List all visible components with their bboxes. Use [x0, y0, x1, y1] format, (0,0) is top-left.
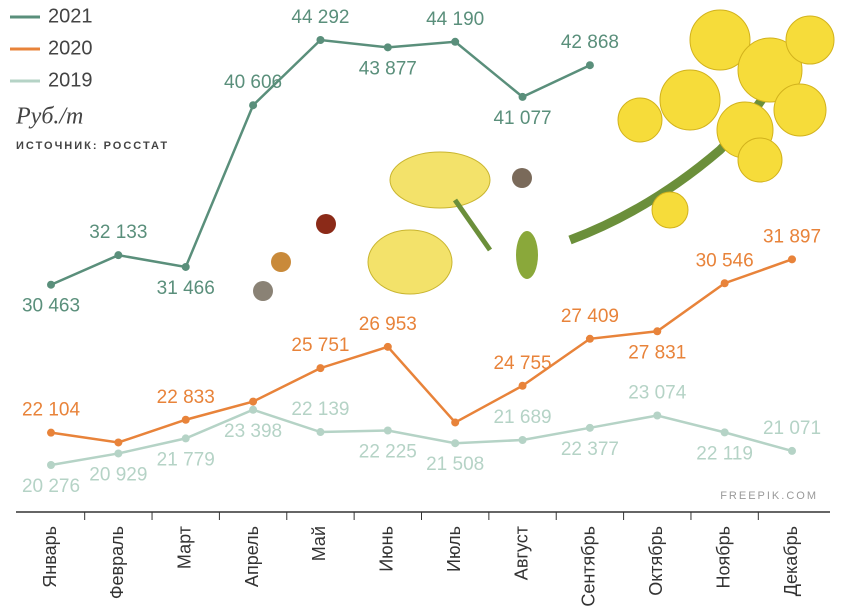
- data-point: [114, 438, 123, 447]
- x-tick-label: Январь: [40, 526, 60, 588]
- series-line: [50, 258, 793, 444]
- x-tick-label: Август: [511, 526, 531, 580]
- x-tick-label: Июль: [444, 526, 464, 572]
- data-label: 25 751: [291, 335, 349, 356]
- data-point: [47, 461, 55, 469]
- data-label: 22 104: [22, 400, 81, 421]
- x-tick-label: Апрель: [242, 526, 262, 587]
- data-label: 26 953: [359, 314, 417, 335]
- data-label: 23 398: [224, 421, 282, 442]
- data-label: 32 133: [89, 222, 147, 243]
- data-point: [316, 428, 325, 437]
- data-point: [181, 262, 190, 271]
- x-tick-label: Февраль: [107, 526, 127, 599]
- data-point: [316, 36, 325, 44]
- data-point: [316, 364, 325, 373]
- data-point: [720, 428, 729, 437]
- series-line: [50, 408, 793, 467]
- x-tick-label: Сентябрь: [579, 526, 599, 607]
- data-point: [47, 428, 55, 437]
- data-label: 41 077: [493, 108, 551, 129]
- data-point: [451, 439, 460, 448]
- data-label: 40 606: [224, 72, 282, 93]
- data-label: 30 546: [696, 250, 754, 271]
- data-point: [788, 255, 796, 264]
- data-label: 23 074: [628, 383, 687, 404]
- data-label: 27 409: [561, 306, 619, 327]
- data-point: [249, 405, 258, 414]
- source: ИСТОЧНИК: РОССТАТ: [16, 140, 169, 152]
- data-point: [451, 37, 460, 46]
- data-point: [518, 435, 527, 444]
- data-point: [585, 334, 594, 343]
- decoration: [253, 9, 835, 301]
- x-tick-label: Июнь: [377, 526, 397, 572]
- data-label: 31 897: [763, 226, 821, 247]
- legend-label: 2019: [48, 69, 93, 91]
- data-label: 22 833: [157, 387, 215, 408]
- data-point: [585, 423, 594, 432]
- data-point: [249, 397, 258, 406]
- data-point: [383, 426, 392, 435]
- data-point: [585, 61, 594, 70]
- data-label: 21 689: [493, 407, 551, 428]
- data-point: [383, 342, 392, 351]
- data-label: 20 276: [22, 476, 80, 497]
- data-label: 31 466: [157, 278, 215, 299]
- data-label: 44 292: [291, 7, 349, 28]
- data-label: 21 071: [763, 418, 821, 439]
- x-tick-label: Май: [309, 526, 329, 561]
- data-point: [181, 415, 190, 424]
- data-label: 21 779: [157, 449, 215, 470]
- x-tick-label: Ноябрь: [713, 526, 733, 588]
- data-label: 42 868: [561, 32, 619, 53]
- data-label: 24 755: [493, 353, 551, 374]
- x-tick-label: Март: [174, 526, 194, 569]
- x-tick-label: Октябрь: [646, 526, 666, 596]
- data-point: [249, 101, 258, 110]
- data-point: [47, 280, 55, 289]
- data-label: 30 463: [22, 296, 80, 317]
- data-label: 22 119: [696, 443, 753, 464]
- data-point: [114, 251, 123, 260]
- data-label: 22 139: [291, 399, 349, 420]
- data-point: [653, 327, 662, 336]
- series-line: [50, 38, 591, 286]
- legend-label: 2020: [48, 37, 93, 59]
- data-point: [451, 418, 460, 427]
- data-point: [518, 381, 527, 390]
- data-label: 43 877: [359, 58, 417, 79]
- data-point: [383, 43, 392, 52]
- data-point: [653, 411, 662, 420]
- data-label: 20 929: [89, 464, 147, 485]
- data-label: 21 508: [426, 454, 484, 475]
- data-point: [518, 92, 527, 101]
- legend-label: 2021: [48, 5, 93, 27]
- x-tick-label: Декабрь: [781, 526, 801, 596]
- data-point: [114, 449, 123, 458]
- data-label: 27 831: [628, 342, 686, 363]
- data-point: [720, 279, 729, 288]
- data-point: [181, 434, 190, 443]
- data-label: 44 190: [426, 9, 484, 30]
- data-label: 22 225: [359, 442, 417, 463]
- watermark: FREEPIK.COM: [720, 490, 818, 502]
- data-label: 22 377: [561, 439, 619, 460]
- data-point: [788, 446, 796, 455]
- unit: Руб./т: [15, 104, 83, 130]
